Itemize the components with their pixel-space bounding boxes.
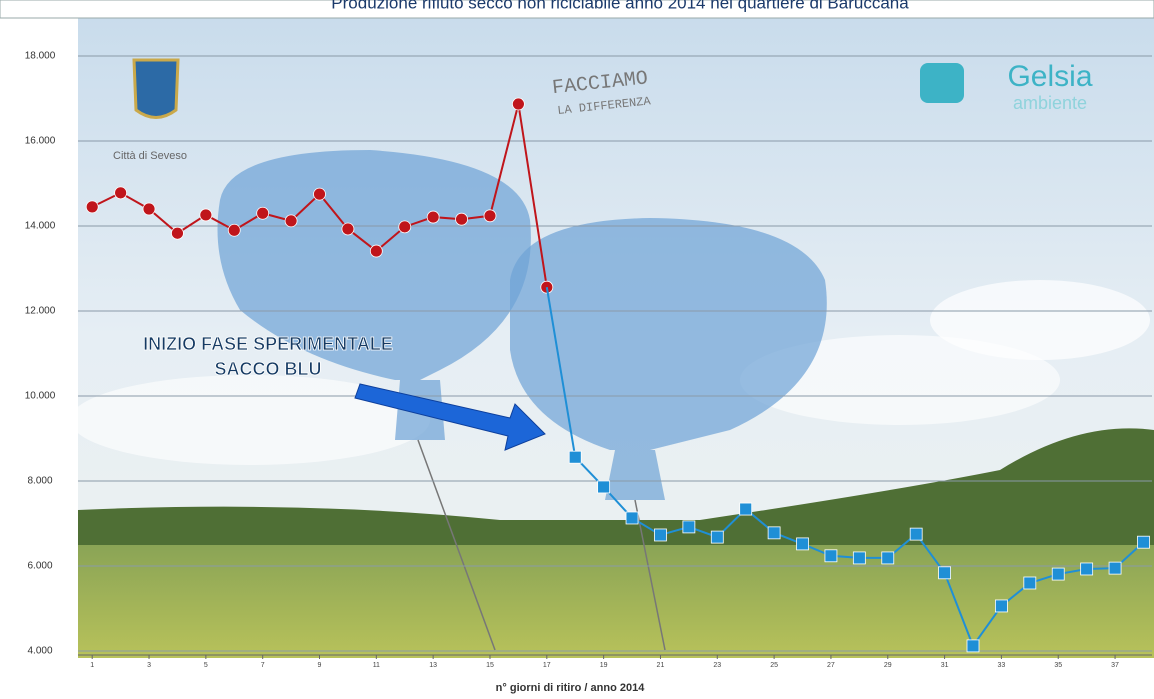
marker bbox=[710, 530, 724, 544]
marker bbox=[881, 551, 895, 565]
marker bbox=[171, 226, 184, 240]
trees bbox=[78, 428, 1154, 560]
x-axis-label: n° giorni di ritiro / anno 2014 bbox=[496, 682, 646, 694]
x-tick-label: 33 bbox=[998, 662, 1006, 669]
x-tick-label: 17 bbox=[543, 662, 551, 669]
marker bbox=[341, 222, 355, 236]
field bbox=[78, 545, 1154, 658]
marker bbox=[938, 566, 951, 580]
marker bbox=[1023, 576, 1037, 590]
cloud bbox=[740, 335, 1060, 425]
cloud bbox=[70, 375, 430, 465]
y-tick-label: 14.000 bbox=[25, 221, 56, 232]
city-name: Città di Seveso bbox=[113, 150, 187, 162]
x-tick-label: 35 bbox=[1054, 662, 1062, 669]
x-tick-label: 21 bbox=[657, 662, 665, 669]
marker bbox=[852, 551, 866, 565]
marker bbox=[796, 537, 809, 551]
x-tick-label: 15 bbox=[486, 662, 494, 669]
brand-icon bbox=[920, 63, 964, 103]
x-tick-label: 37 bbox=[1111, 662, 1119, 669]
marker bbox=[1080, 562, 1094, 576]
marker bbox=[313, 187, 326, 201]
marker bbox=[511, 97, 525, 111]
x-tick-label: 7 bbox=[261, 662, 265, 669]
y-tick-label: 8.000 bbox=[27, 476, 52, 487]
x-tick-label: 1 bbox=[90, 662, 94, 669]
marker bbox=[995, 599, 1008, 613]
marker bbox=[227, 223, 241, 237]
marker bbox=[1137, 535, 1150, 549]
x-tick-label: 25 bbox=[770, 662, 778, 669]
x-tick-label: 31 bbox=[941, 662, 949, 669]
bag-string bbox=[417, 439, 496, 651]
marker bbox=[568, 450, 582, 464]
marker bbox=[966, 639, 980, 653]
city-crest bbox=[132, 58, 180, 119]
x-tick-label: 19 bbox=[600, 662, 608, 669]
marker bbox=[654, 528, 667, 542]
marker bbox=[426, 210, 440, 224]
marker bbox=[398, 220, 412, 234]
marker bbox=[85, 200, 99, 214]
y-tick-label: 10.000 bbox=[25, 391, 56, 402]
marker bbox=[142, 202, 156, 216]
x-tick-label: 23 bbox=[713, 662, 721, 669]
marker bbox=[199, 208, 213, 222]
annotation: INIZIO FASE SPERIMENTALE bbox=[143, 334, 393, 354]
marker bbox=[767, 526, 781, 540]
marker bbox=[256, 206, 270, 220]
x-tick-label: 29 bbox=[884, 662, 892, 669]
cloud bbox=[930, 280, 1150, 360]
marker bbox=[909, 527, 923, 541]
bag bbox=[217, 150, 531, 380]
marker bbox=[369, 244, 383, 258]
marker bbox=[455, 212, 468, 226]
annotation: SACCO BLU bbox=[215, 359, 322, 379]
marker bbox=[824, 549, 838, 563]
marker bbox=[1108, 561, 1122, 575]
series-connector bbox=[545, 287, 577, 458]
marker bbox=[483, 209, 497, 223]
x-tick-label: 27 bbox=[827, 662, 835, 669]
y-tick-label: 12.000 bbox=[25, 306, 56, 317]
marker bbox=[597, 480, 611, 494]
marker bbox=[114, 186, 128, 200]
x-tick-label: 3 bbox=[147, 662, 151, 669]
chart-title: Produzione rifiuto secco non riciclabile… bbox=[331, 0, 909, 12]
marker bbox=[682, 520, 696, 534]
marker bbox=[625, 511, 639, 525]
brand: Gelsia bbox=[1007, 60, 1092, 93]
y-tick-label: 6.000 bbox=[27, 561, 52, 572]
arrow bbox=[354, 383, 546, 451]
x-tick-label: 11 bbox=[373, 662, 380, 669]
marker bbox=[1051, 567, 1065, 581]
x-tick-label: 9 bbox=[318, 662, 322, 669]
y-tick-label: 18.000 bbox=[25, 51, 56, 62]
bag-string bbox=[634, 499, 666, 651]
y-tick-label: 16.000 bbox=[25, 136, 56, 147]
x-tick-label: 5 bbox=[204, 662, 208, 669]
marker bbox=[284, 214, 298, 228]
y-tick-label: 4.000 bbox=[27, 646, 52, 657]
bag bbox=[510, 218, 827, 450]
marker bbox=[739, 502, 753, 516]
bag-neck bbox=[605, 450, 665, 500]
title-bar bbox=[0, 0, 1154, 19]
brand-sub: ambiente bbox=[1013, 93, 1087, 113]
x-tick-label: 13 bbox=[429, 662, 437, 669]
